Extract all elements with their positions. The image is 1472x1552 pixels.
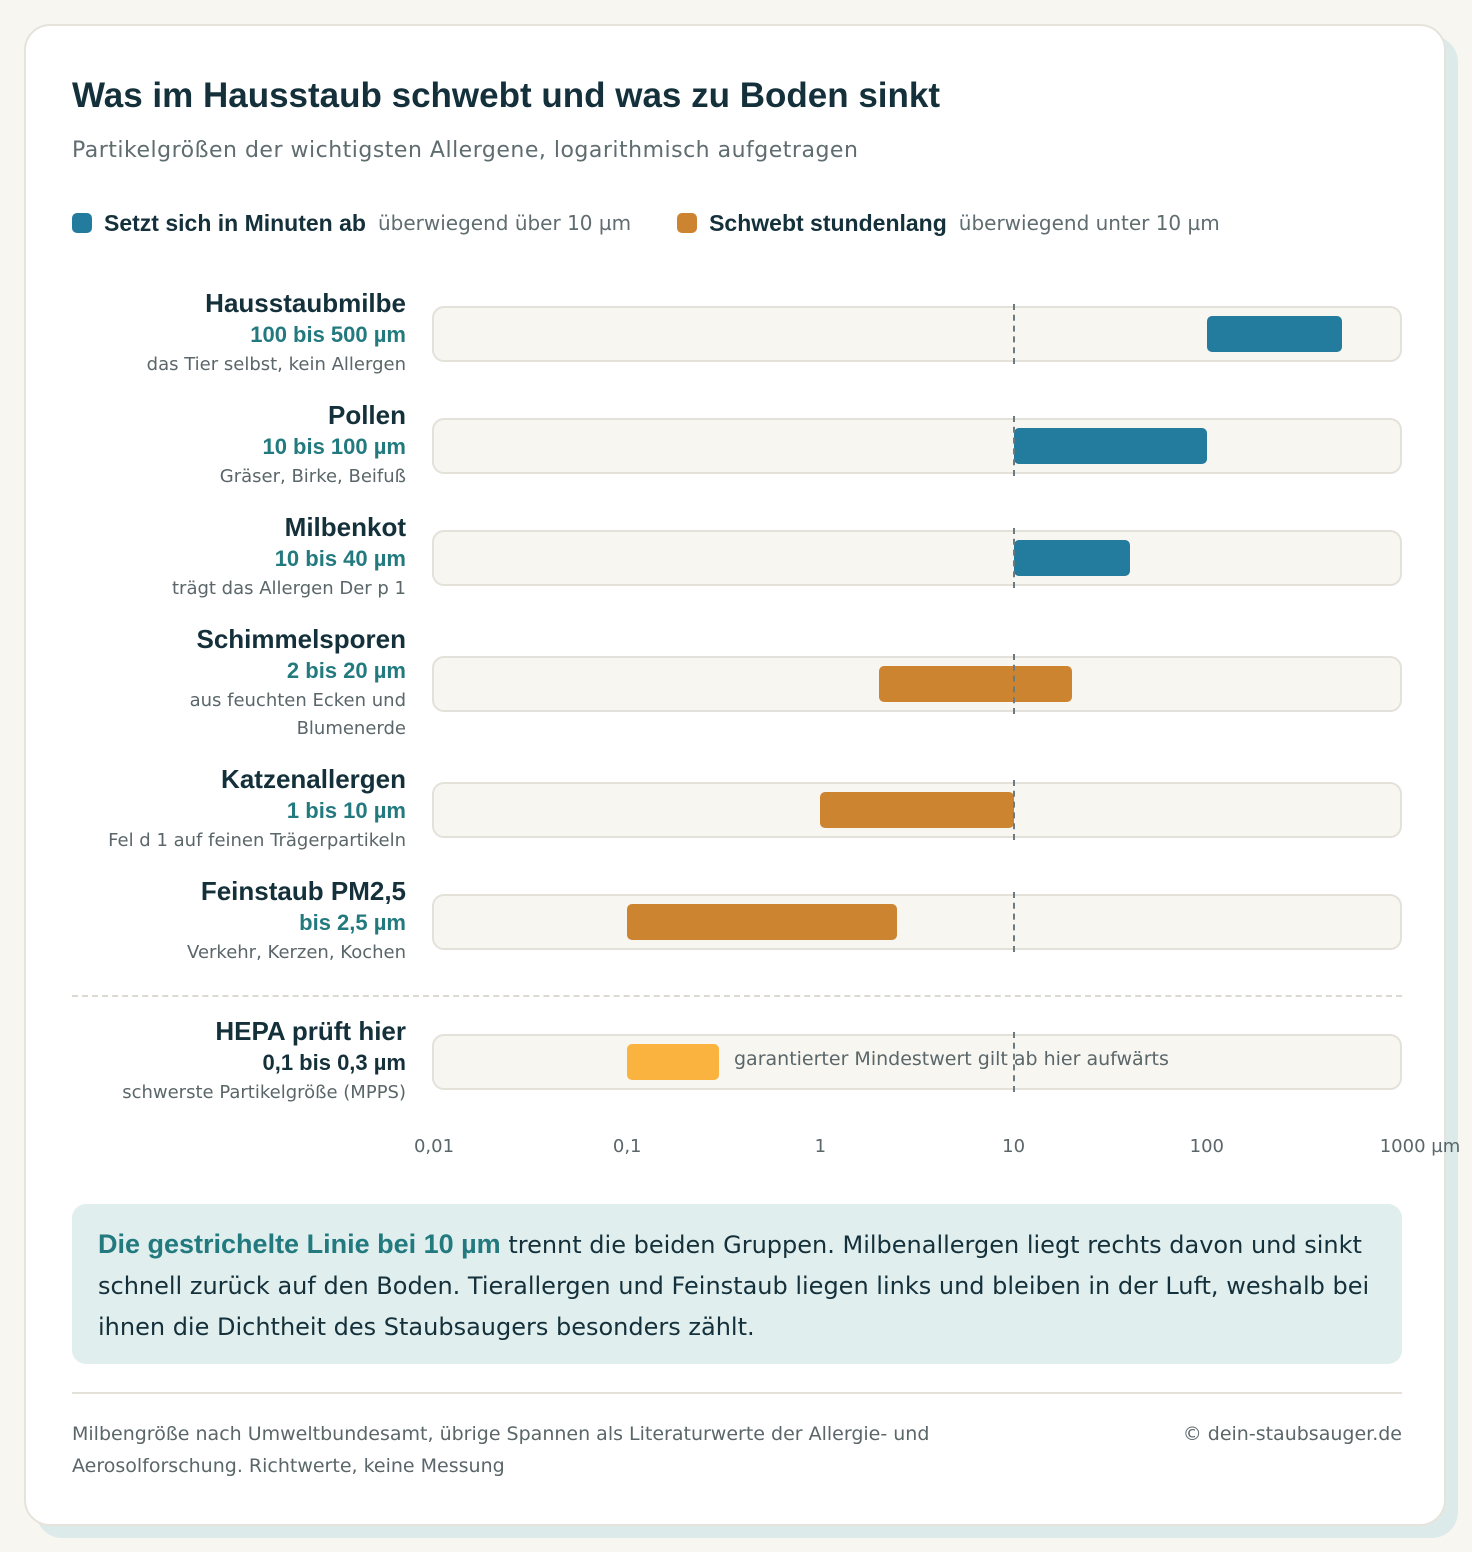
bar-track [432,418,1402,474]
row-label-feinstaub: Feinstaub PM2,5 bis 2,5 µm Verkehr, Kerz… [187,875,406,967]
row-label-schimmelsporen: Schimmelsporen 2 bis 20 µm aus feuchten … [156,623,406,743]
row-range: 10 bis 100 µm [262,434,406,459]
row-range: 100 bis 500 µm [250,322,406,347]
threshold-line [1012,528,1015,588]
row-label-hepa: HEPA prüft hier 0,1 bis 0,3 µm schwerste… [122,1015,406,1107]
hepa-annotation: garantierter Mindestwert gilt ab hier au… [734,1048,1169,1070]
range-bar-feinstaub [627,904,898,940]
x-tick-label: 10 [1002,1136,1026,1157]
row-desc: Verkehr, Kerzen, Kochen [187,942,406,963]
row-range: 1 bis 10 µm [286,798,406,823]
row-desc: schwerste Partikelgröße (MPPS) [122,1082,406,1103]
row-desc: aus feuchten Ecken und Blumenerde [189,690,406,739]
row-label-hausstaubmilbe: Hausstaubmilbe 100 bis 500 µm das Tier s… [147,287,406,379]
row-desc: Fel d 1 auf feinen Trägerpartikeln [108,830,406,851]
range-bar-katzenallergen [820,792,1014,828]
row-name: Katzenallergen [221,764,406,794]
chart-subtitle: Partikelgrößen der wichtigsten Allergene… [72,138,859,163]
x-tick-label: 100 [1189,1136,1224,1157]
legend-label-floats: Schwebt stundenlang [709,209,947,236]
threshold-line [1012,654,1015,714]
threshold-line [1012,780,1015,840]
note-highlight: Die gestrichelte Linie bei 10 µm [98,1229,501,1259]
row-name: Hausstaubmilbe [205,288,406,318]
x-tick-label: 1000 µm [1379,1136,1461,1157]
footer-source: Milbengröße nach Umweltbundesamt, übrige… [72,1423,930,1477]
row-range: 10 bis 40 µm [274,546,406,571]
row-name: Feinstaub PM2,5 [200,876,406,906]
x-tick-label: 1 [814,1136,827,1157]
threshold-line [1012,304,1015,364]
row-name: HEPA prüft hier [215,1016,406,1046]
threshold-line [1012,1032,1015,1092]
hepa-separator [72,995,1402,997]
legend-label-settles: Setzt sich in Minuten ab [104,209,366,236]
footer-credit: © dein-staubsauger.de [1182,1423,1402,1445]
x-tick-label: 0,01 [413,1136,455,1157]
bar-track [432,530,1402,586]
row-range: 2 bis 20 µm [286,658,406,683]
bar-track [432,1034,1402,1090]
footer-divider [72,1392,1402,1394]
range-bar-milbenkot [1013,540,1130,576]
chart-title: Was im Hausstaub schwebt und was zu Bode… [72,76,941,115]
row-name: Pollen [327,400,406,430]
row-label-pollen: Pollen 10 bis 100 µm Gräser, Birke, Beif… [220,399,406,491]
row-name: Milbenkot [284,512,406,542]
row-desc: das Tier selbst, kein Allergen [146,354,406,375]
legend: Setzt sich in Minuten ab überwiegend übe… [72,206,1266,240]
row-desc: trägt das Allergen Der p 1 [171,578,406,599]
legend-item-settles: Setzt sich in Minuten ab überwiegend übe… [72,210,631,237]
threshold-line [1012,892,1015,952]
legend-note-floats: überwiegend unter 10 µm [958,211,1220,235]
row-desc: Gräser, Birke, Beifuß [219,466,406,487]
x-tick-label: 0,1 [612,1136,642,1157]
range-bar-hausstaubmilbe [1206,316,1342,352]
legend-swatch-settles [72,213,92,233]
explanation-note: Die gestrichelte Linie bei 10 µm trennt … [72,1204,1402,1364]
legend-note-settles: überwiegend über 10 µm [377,211,632,235]
legend-swatch-floats [677,213,698,233]
note-text: trennt die beiden Gruppen. Milbenallerge… [98,1231,1370,1341]
range-bar-hepa [627,1044,720,1080]
row-range: bis 2,5 µm [299,910,406,935]
row-name: Schimmelsporen [196,624,406,654]
range-bar-schimmelsporen [878,666,1072,702]
bar-track [432,894,1402,950]
row-label-katzenallergen: Katzenallergen 1 bis 10 µm Fel d 1 auf f… [108,763,406,855]
row-range: 0,1 bis 0,3 µm [262,1050,406,1075]
row-label-milbenkot: Milbenkot 10 bis 40 µm trägt das Allerge… [172,511,406,603]
threshold-line [1012,416,1015,476]
legend-item-floats: Schwebt stundenlang überwiegend unter 10… [677,210,1220,237]
range-bar-pollen [1013,428,1207,464]
